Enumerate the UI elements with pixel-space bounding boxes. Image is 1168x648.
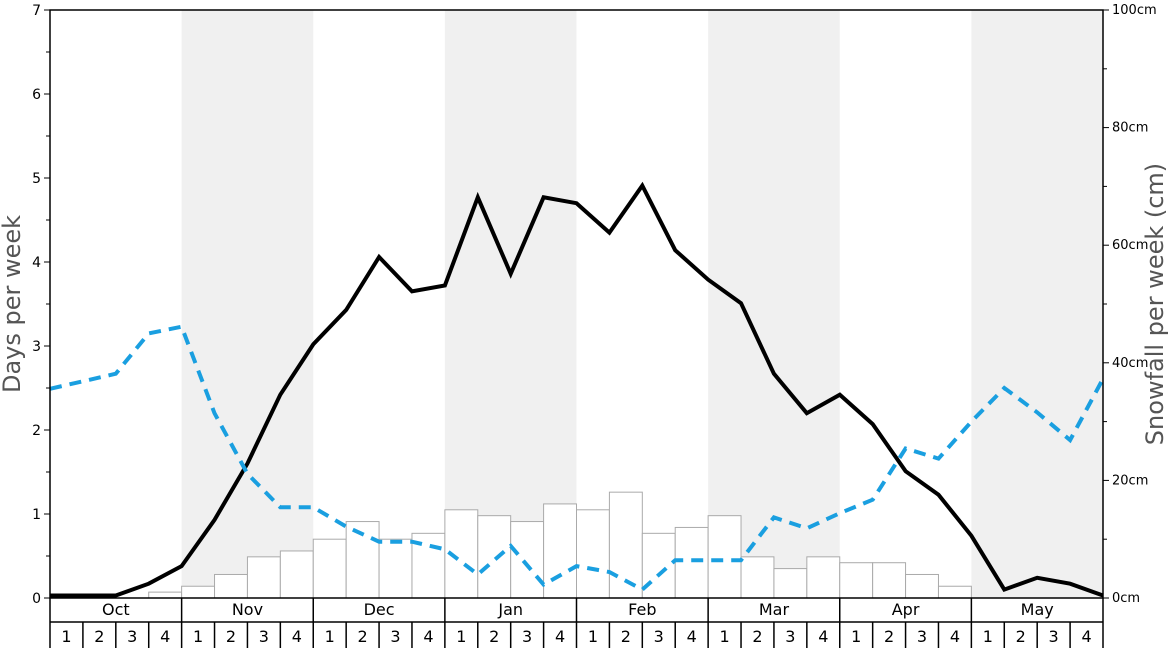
snowfall-bar (246, 556, 281, 599)
week-label: 1 (983, 627, 993, 646)
month-label: Dec (364, 600, 395, 619)
week-label: 3 (654, 627, 664, 646)
week-label: 4 (292, 627, 302, 646)
week-label: 3 (127, 627, 137, 646)
month-label: Feb (628, 600, 656, 619)
dashed-line (49, 324, 1105, 593)
data-lines (49, 181, 1105, 598)
month-label: Apr (892, 600, 920, 619)
right-axis: 0cm 20cm 40cm 60cm 80cm 100cm (1103, 3, 1157, 606)
left-axis-title: Days per week (0, 215, 26, 393)
week-label: 1 (193, 627, 203, 646)
month-band-may (971, 10, 1103, 598)
week-label: 3 (259, 627, 269, 646)
snowfall-bar (773, 568, 808, 599)
snowfall-bar (312, 538, 347, 599)
left-tick-label: 0 (32, 591, 41, 607)
week-label: 2 (752, 627, 762, 646)
left-axis: 0 1 2 3 4 5 6 7 (32, 3, 50, 607)
week-label: 4 (687, 627, 697, 646)
left-tick-label: 2 (32, 423, 41, 439)
week-label: 2 (226, 627, 236, 646)
week-label: 3 (917, 627, 927, 646)
left-tick-label: 5 (32, 171, 41, 187)
right-tick-label: 80cm (1112, 121, 1148, 136)
left-tick-label: 7 (32, 3, 41, 19)
week-label: 3 (1049, 627, 1059, 646)
week-label: 1 (851, 627, 861, 646)
snowfall-bar (279, 550, 314, 599)
week-label: 4 (160, 627, 170, 646)
left-tick-label: 3 (32, 339, 41, 355)
month-label: May (1021, 600, 1054, 619)
month-label: Nov (232, 600, 263, 619)
week-label: 3 (785, 627, 795, 646)
week-label: 3 (522, 627, 532, 646)
week-row: 1 2 3 4 1 2 3 4 1 2 3 4 1 2 3 4 1 2 3 4 1 2 3 4 1 2 3 4 1 2 3 4 (49, 622, 1104, 648)
week-label: 2 (94, 627, 104, 646)
snowfall-bar (674, 526, 709, 599)
week-label: 4 (423, 627, 433, 646)
week-label: 2 (489, 627, 499, 646)
week-label: 1 (456, 627, 466, 646)
snowfall-bar (477, 515, 512, 599)
month-band-mar (708, 10, 840, 598)
week-label: 1 (719, 627, 729, 646)
snowfall-bar (905, 573, 939, 599)
week-label: 2 (884, 627, 894, 646)
right-tick-label: 20cm (1112, 473, 1148, 488)
snowfall-bar (839, 562, 874, 599)
snowfall-bar (707, 515, 742, 599)
month-shading-bands (181, 10, 1103, 598)
right-tick-label: 60cm (1112, 238, 1148, 253)
snowfall-bar (510, 521, 545, 599)
month-label: Oct (102, 600, 130, 619)
right-tick-label: 0cm (1112, 591, 1140, 606)
snowfall-bar (378, 538, 413, 599)
week-label: 2 (1016, 627, 1026, 646)
solid-line (50, 181, 1104, 598)
right-tick-label: 40cm (1112, 356, 1148, 371)
left-tick-label: 1 (32, 507, 41, 523)
snowfall-bar (148, 591, 183, 599)
left-tick-label: 4 (32, 255, 41, 271)
right-axis-title: Snowfall per week (cm) (1141, 163, 1168, 445)
month-row: Oct Nov Dec Jan Feb Mar Apr May (49, 598, 1104, 623)
month-label: Mar (759, 600, 790, 619)
month-band-nov (181, 10, 314, 598)
week-label: 1 (588, 627, 598, 646)
snowfall-bar (576, 509, 610, 599)
snowfall-bar (937, 585, 972, 599)
snowfall-bar (806, 556, 841, 599)
week-label: 1 (61, 627, 71, 646)
week-label: 2 (621, 627, 631, 646)
snowfall-bar (543, 503, 577, 599)
week-label: 3 (390, 627, 400, 646)
week-label: 2 (358, 627, 368, 646)
month-band-jan (444, 10, 577, 598)
week-label: 4 (950, 627, 960, 646)
snowfall-bars (148, 491, 972, 599)
snowfall-bar (641, 532, 676, 599)
week-label: 4 (818, 627, 828, 646)
week-label: 4 (555, 627, 565, 646)
snowfall-bar (214, 573, 248, 599)
snowfall-bar (872, 562, 907, 599)
left-tick-label: 6 (32, 87, 41, 103)
snowfall-bar (740, 556, 775, 599)
week-label: 4 (1081, 627, 1091, 646)
snowfall-bar (181, 585, 216, 599)
month-label: Jan (497, 600, 523, 619)
week-label: 1 (325, 627, 335, 646)
right-tick-label: 100cm (1112, 3, 1157, 18)
